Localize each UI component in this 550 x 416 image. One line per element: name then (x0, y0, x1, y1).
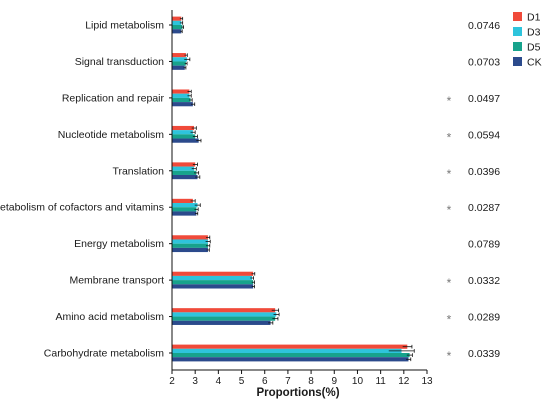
category-label: Translation (112, 165, 164, 177)
significance-star: * (447, 276, 452, 290)
bar-d5-6 (172, 243, 208, 248)
bar-ck-8 (172, 320, 271, 325)
bar-ck-2 (172, 102, 193, 107)
bar-d1-4 (172, 162, 196, 167)
bar-d1-7 (172, 271, 254, 276)
bar-ck-6 (172, 247, 208, 253)
x-tick-label: 3 (192, 376, 198, 387)
bar-d3-1 (172, 57, 188, 62)
bar-d3-2 (172, 93, 190, 98)
bar-d1-9 (172, 344, 408, 349)
x-tick-label: 8 (308, 376, 314, 387)
bar-d3-4 (172, 166, 195, 171)
p-value-label: 0.0332 (468, 275, 500, 287)
x-tick-label: 7 (285, 376, 291, 387)
category-label: Replication and repair (62, 92, 165, 104)
x-tick-label: 12 (398, 376, 410, 387)
bar-d1-2 (172, 89, 190, 94)
x-tick-label: 2 (169, 376, 175, 387)
x-tick-label: 6 (262, 376, 268, 387)
x-axis-title: Proportions(%) (256, 387, 339, 399)
category-label: Membrane transport (69, 275, 164, 287)
legend-swatch-ck (513, 57, 522, 66)
bar-d1-5 (172, 198, 193, 204)
x-tick-label: 11 (375, 376, 386, 387)
bar-ck-7 (172, 284, 254, 289)
bar-d3-9 (172, 348, 402, 353)
bar-d5-1 (172, 61, 186, 66)
bar-d5-9 (172, 353, 410, 358)
x-tick-label: 10 (352, 376, 364, 387)
category-label: Metabolism of cofactors and vitamins (0, 202, 164, 214)
category-label: Carbohydrate metabolism (44, 348, 164, 360)
bar-ck-1 (172, 65, 185, 70)
legend-swatch-d5 (513, 42, 522, 51)
x-tick-label: 4 (216, 376, 222, 387)
bar-d5-8 (172, 316, 276, 321)
legend-label-d1: D1 (527, 12, 541, 24)
p-value-label: 0.0287 (468, 202, 500, 214)
bar-ck-0 (172, 29, 182, 34)
significance-star: * (447, 203, 452, 217)
bar-ck-9 (172, 357, 409, 362)
bar-d1-3 (172, 125, 195, 131)
significance-star: * (447, 94, 452, 108)
bar-d5-0 (172, 25, 183, 30)
p-value-label: 0.0497 (468, 93, 500, 105)
bar-d5-5 (172, 207, 197, 212)
legend-label-d3: D3 (527, 27, 541, 39)
category-label: Lipid metabolism (85, 20, 164, 32)
p-value-label: 0.0339 (468, 348, 500, 360)
x-tick-label: 13 (421, 376, 433, 387)
significance-star: * (447, 167, 452, 181)
significance-star: * (447, 349, 452, 363)
legend-swatch-d3 (513, 27, 522, 36)
bar-d3-8 (172, 312, 277, 317)
bar-d5-7 (172, 280, 254, 285)
bar-d3-3 (172, 130, 193, 135)
p-value-label: 0.0396 (468, 166, 500, 178)
bar-d1-8 (172, 308, 276, 313)
category-label: Signal transduction (75, 56, 164, 68)
bar-d1-0 (172, 16, 182, 21)
bar-d5-2 (172, 97, 191, 103)
x-tick-label: 9 (331, 376, 337, 387)
bar-d3-6 (172, 239, 208, 244)
bar-ck-3 (172, 138, 199, 143)
bar-ck-4 (172, 174, 198, 180)
bar-ck-5 (172, 211, 197, 216)
legend-swatch-d1 (513, 12, 522, 21)
bar-d1-1 (172, 53, 186, 58)
p-value-label: 0.0746 (468, 20, 500, 32)
category-label: Nucleotide metabolism (58, 129, 164, 141)
significance-star: * (447, 130, 452, 144)
bar-d3-7 (172, 275, 252, 281)
p-value-label: 0.0594 (468, 129, 500, 141)
bar-d3-5 (172, 203, 198, 208)
x-tick-label: 5 (239, 376, 245, 387)
legend-label-ck: CK (527, 57, 542, 69)
bar-d5-4 (172, 170, 197, 175)
p-value-label: 0.0703 (468, 56, 500, 68)
bar-d3-0 (172, 20, 182, 25)
significance-star: * (447, 313, 452, 327)
p-value-label: 0.0789 (468, 239, 500, 251)
category-label: Energy metabolism (74, 238, 164, 250)
bar-d5-3 (172, 134, 196, 139)
legend-label-d5: D5 (527, 42, 541, 54)
bar-d1-6 (172, 235, 208, 240)
category-label: Amino acid metabolism (55, 311, 164, 323)
p-value-label: 0.0289 (468, 312, 500, 324)
